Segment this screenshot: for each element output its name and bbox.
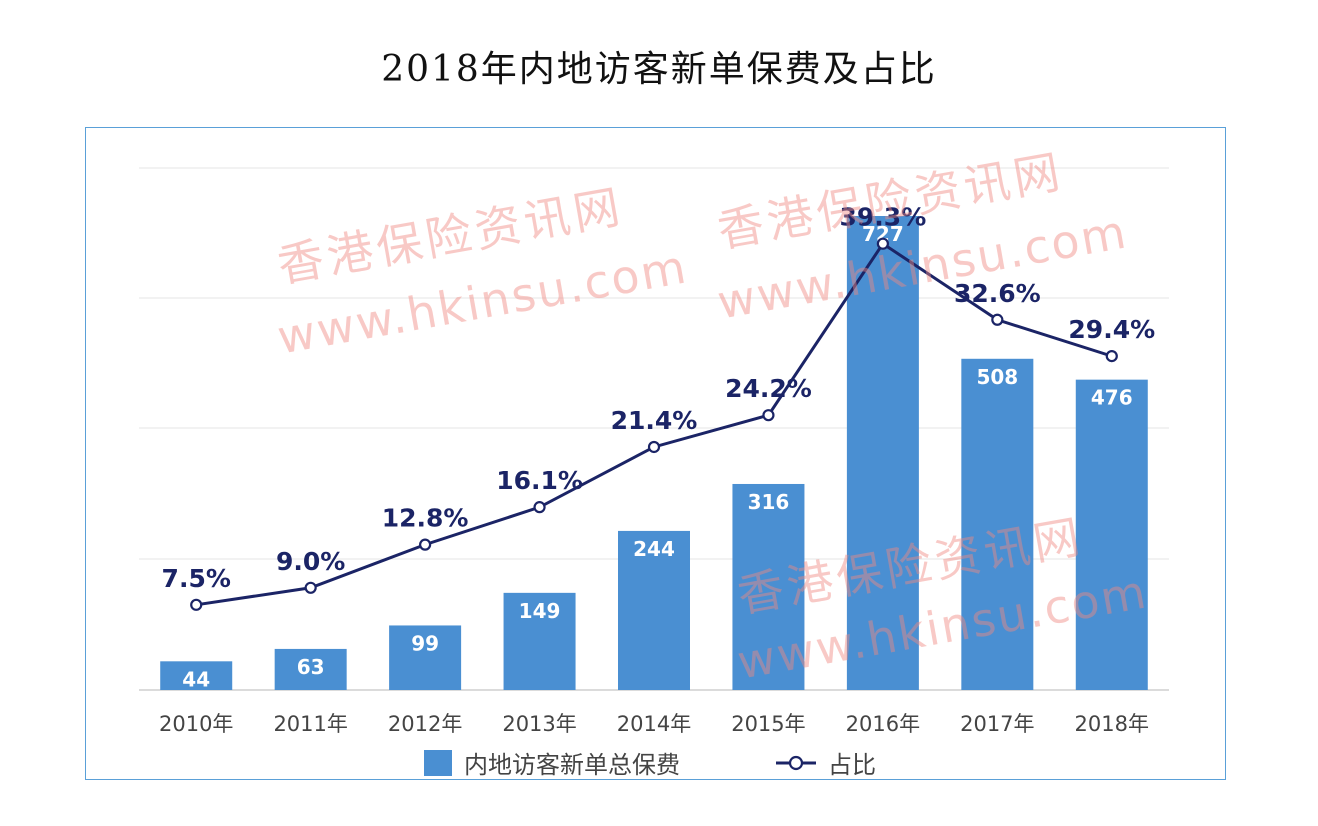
bar (160, 661, 233, 690)
line-point (876, 237, 889, 250)
x-tick-label: 2014年 (617, 712, 691, 736)
x-tick-label: 2017年 (960, 712, 1034, 736)
bar (732, 483, 805, 690)
bar (274, 648, 347, 690)
bar (389, 625, 462, 690)
legend-label-bar: 内地访客新单总保费 (464, 751, 680, 779)
x-tick-label: 2018年 (1075, 712, 1149, 736)
x-tick-label: 2010年 (159, 712, 233, 736)
x-tick-label: 2016年 (846, 712, 920, 736)
line-data-label: 24.2% (725, 374, 812, 403)
x-tick-label: 2012年 (388, 712, 462, 736)
line-series (190, 237, 1118, 611)
bar-data-label: 244 (633, 537, 675, 561)
legend-swatch-bar (424, 750, 452, 776)
line-data-label: 39.3% (840, 203, 927, 232)
x-tick-label: 2011年 (273, 712, 347, 736)
bar (961, 358, 1034, 690)
line-data-label: 16.1% (496, 466, 583, 495)
line-point (304, 581, 317, 594)
bar (1075, 379, 1148, 690)
line-point (647, 440, 661, 454)
line-point (533, 501, 546, 514)
line-data-label: 9.0% (276, 547, 345, 576)
line-point (419, 538, 432, 551)
legend: 内地访客新单总保费 占比 (424, 750, 876, 779)
bar-data-label: 316 (748, 490, 790, 514)
bar (618, 530, 690, 690)
bar-data-label: 476 (1091, 386, 1133, 410)
line-point (190, 598, 203, 611)
bar-data-label: 149 (519, 599, 561, 623)
line-data-labels: 7.5% 9.0% 12.8% 16.1% 21.4% 24.2% 39.3% 32.6% 29… (162, 203, 1156, 593)
line-point (762, 409, 775, 422)
bar-data-label: 63 (297, 655, 325, 679)
chart-frame: 44 63 99 149 244 316 727 508 476 7.5% 9.0% 12.8% 16… (85, 127, 1226, 780)
line-data-label: 32.6% (954, 279, 1041, 308)
bar (503, 592, 576, 690)
legend-swatch-marker (788, 755, 804, 771)
bar-data-label: 44 (182, 667, 210, 691)
x-tick-label: 2015年 (731, 712, 805, 736)
line-point (991, 313, 1004, 326)
chart-title: 2018年内地访客新单保费及占比 (381, 49, 937, 90)
bar-data-label: 99 (411, 631, 439, 655)
x-tick-labels: 2010年 2011年 2012年 2013年 2014年 2015年 2016年 2017年… (159, 712, 1149, 736)
legend-label-line: 占比 (828, 751, 876, 779)
x-tick-label: 2013年 (502, 712, 576, 736)
line-data-label: 29.4% (1068, 315, 1155, 344)
line-point (1105, 350, 1118, 363)
bar-series (160, 216, 1148, 690)
line-data-label: 7.5% (162, 564, 231, 593)
line-data-label: 12.8% (382, 504, 469, 533)
bar (846, 216, 919, 690)
bar-data-label: 508 (976, 365, 1018, 389)
line-data-label: 21.4% (611, 406, 698, 435)
